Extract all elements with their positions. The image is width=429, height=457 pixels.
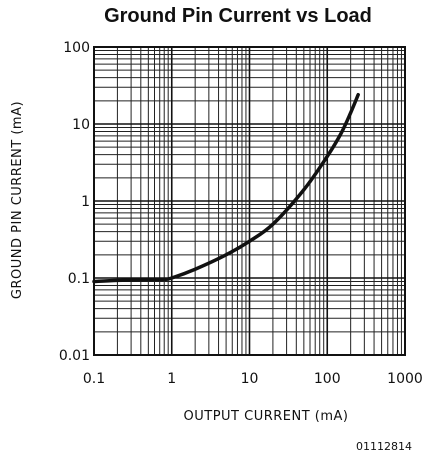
x-tick-labels: 0.1 1 10 100 1000 xyxy=(83,371,423,387)
x-tick-label: 0.1 xyxy=(83,371,105,387)
y-tick-label: 1 xyxy=(81,194,90,210)
plot-frame xyxy=(93,46,406,356)
y-axis-label: GROUND PIN CURRENT (mA) xyxy=(10,101,25,299)
x-tick-label: 1 xyxy=(167,371,176,387)
x-tick-label: 1000 xyxy=(387,371,423,387)
y-tick-label: 10 xyxy=(72,117,90,133)
chart-title: Ground Pin Current vs Load xyxy=(104,5,372,27)
x-tick-label: 10 xyxy=(241,371,259,387)
series-layer xyxy=(92,92,360,284)
y-tick-label: 0.1 xyxy=(68,271,90,287)
x-axis-label: OUTPUT CURRENT (mA) xyxy=(184,409,349,424)
figure-id: 01112814 xyxy=(356,440,412,453)
y-tick-label: 0.01 xyxy=(59,348,90,364)
series-line xyxy=(92,92,360,284)
y-tick-labels: 0.01 0.1 1 10 100 xyxy=(59,40,90,364)
y-tick-label: 100 xyxy=(63,40,90,56)
grid-major xyxy=(94,47,405,355)
x-tick-label: 100 xyxy=(314,371,341,387)
